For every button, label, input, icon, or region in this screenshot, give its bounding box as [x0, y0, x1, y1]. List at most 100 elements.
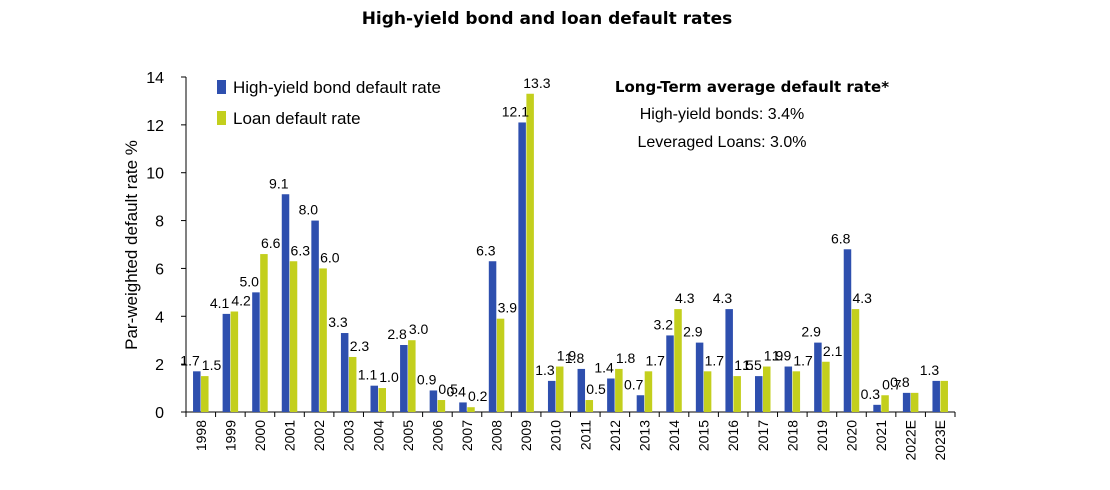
bar-loan-2017 — [763, 366, 771, 412]
bar-bond-2012 — [607, 378, 615, 412]
data-label-loan: 6.3 — [291, 242, 311, 258]
x-tick-label: 2007 — [459, 420, 475, 451]
y-tick-label: 10 — [146, 166, 164, 183]
bar-loan-1999 — [230, 311, 239, 412]
x-tick-label: 2015 — [696, 420, 712, 451]
data-label-loan: 1.7 — [705, 352, 725, 368]
bar-bond-2022E — [902, 392, 911, 412]
data-label-bond: 0.4 — [446, 383, 466, 399]
bar-bond-2007 — [459, 402, 467, 412]
bar-bond-2006 — [429, 390, 438, 412]
y-tick-label: 14 — [146, 70, 164, 87]
x-tick-label: 2000 — [252, 420, 268, 451]
data-label-bond: 2.9 — [801, 324, 821, 340]
bar-loan-2007 — [467, 407, 475, 412]
bar-loan-2010 — [555, 366, 564, 412]
data-label-loan: 4.3 — [852, 290, 872, 306]
x-tick-label: 2001 — [282, 420, 298, 451]
y-tick-label: 8 — [155, 214, 164, 231]
data-label-loan: 0.5 — [438, 381, 458, 397]
x-tick-label: 2018 — [784, 420, 800, 451]
data-label-loan: 2.3 — [350, 338, 370, 354]
bar-loan-2013 — [644, 371, 653, 412]
x-tick-label: 2004 — [370, 420, 386, 451]
x-tick-label: 2021 — [873, 420, 889, 451]
bar-loan-2005 — [408, 340, 416, 412]
data-label-loan: 6.0 — [320, 249, 340, 265]
bar-bond-2015 — [695, 342, 704, 412]
bar-bond-2014 — [666, 335, 674, 412]
data-label-loan: 1.7 — [793, 352, 813, 368]
bar-bond-2019 — [814, 342, 822, 412]
data-label-bond: 1.5 — [742, 357, 762, 373]
bar-bond-2017 — [755, 376, 763, 412]
bar-bond-2018 — [784, 366, 793, 412]
x-tick-label: 2011 — [577, 420, 593, 450]
annotation-line-bonds: High-yield bonds: 3.4% — [640, 106, 805, 123]
data-label-loan: 4.3 — [675, 290, 695, 306]
bar-loan-2016 — [733, 376, 741, 412]
x-axis: 1998 1999 2000 2001 2002 2003 2004 2005 2006 2007… — [185, 411, 956, 460]
data-label-loan: 1.5 — [734, 357, 754, 373]
bar-loan-2012 — [615, 368, 623, 412]
y-tick-label: 2 — [155, 357, 164, 374]
bar-loan-2011 — [585, 400, 594, 412]
data-label-bond: 3.3 — [328, 314, 348, 330]
data-label-bond: 12.1 — [502, 103, 529, 119]
bar-loan-1998 — [201, 376, 209, 412]
bar-loan-2019 — [822, 361, 830, 412]
data-label-loan: 1.0 — [379, 369, 399, 385]
y-axis-label: Par-weighted default rate % — [122, 140, 141, 350]
x-tick-label: 2006 — [429, 420, 445, 451]
chart-title: High-yield bond and loan default rates — [362, 9, 733, 29]
bar-bond-1999 — [222, 313, 231, 412]
y-tick-label: 0 — [155, 405, 164, 422]
bar-bond-2020 — [843, 249, 852, 412]
x-tick-label: 2010 — [548, 420, 564, 451]
bar-loan-2022E — [910, 392, 919, 412]
data-label-loan: 3.9 — [498, 300, 518, 316]
y-tick-label: 12 — [146, 118, 164, 135]
bar-bond-2013 — [636, 395, 645, 412]
bar-bond-2011 — [577, 368, 586, 412]
legend: High-yield bond default rate Loan defaul… — [217, 78, 441, 128]
bar-bond-2002 — [311, 220, 319, 412]
data-label-bond: 0.7 — [624, 376, 644, 392]
legend-swatch-bond — [217, 80, 226, 94]
x-tick-label: 1999 — [222, 420, 238, 451]
y-axis: 0 2 4 6 8 10 12 14 — [146, 70, 187, 422]
bar-loan-2006 — [437, 400, 446, 412]
bar-bond-2005 — [400, 345, 408, 412]
data-label-bond: 1.3 — [920, 362, 940, 378]
bar-bond-2016 — [725, 309, 733, 412]
x-tick-label: 2014 — [666, 420, 682, 451]
data-label-bond: 4.3 — [713, 290, 733, 306]
data-label-bond: 8.0 — [299, 202, 319, 218]
data-label-loan: 1.5 — [202, 357, 222, 373]
annotation: Long-Term average default rate* High-yie… — [615, 78, 889, 151]
data-label-loan: 2.1 — [823, 343, 843, 359]
annotation-line-loans: Leveraged Loans: 3.0% — [637, 134, 806, 151]
bar-loan-2004 — [378, 388, 386, 412]
x-tick-label: 1998 — [193, 420, 209, 451]
data-label-bond: 1.4 — [594, 360, 614, 376]
bar-loan-2021 — [881, 395, 889, 412]
data-label-bond: 1.1 — [358, 367, 378, 383]
data-label-loan: 13.3 — [523, 75, 550, 91]
x-tick-label: 2008 — [489, 420, 505, 451]
legend-label-bond: High-yield bond default rate — [233, 78, 441, 97]
data-label-bond: 3.2 — [654, 316, 674, 332]
bar-loan-2020 — [851, 309, 860, 412]
data-label-loan: 1.9 — [764, 348, 784, 364]
x-tick-label: 2005 — [400, 420, 416, 451]
data-label-bond: 6.3 — [476, 242, 496, 258]
bar-bond-2001 — [281, 194, 290, 412]
x-tick-label: 2013 — [636, 420, 652, 451]
y-tick-label: 4 — [155, 309, 164, 326]
data-label-bond: 0.9 — [417, 371, 437, 387]
data-label-loan: 1.8 — [616, 350, 636, 366]
bar-loan-2009 — [526, 93, 534, 412]
bar-loan-2018 — [792, 371, 801, 412]
data-label-bond: 1.3 — [535, 362, 555, 378]
